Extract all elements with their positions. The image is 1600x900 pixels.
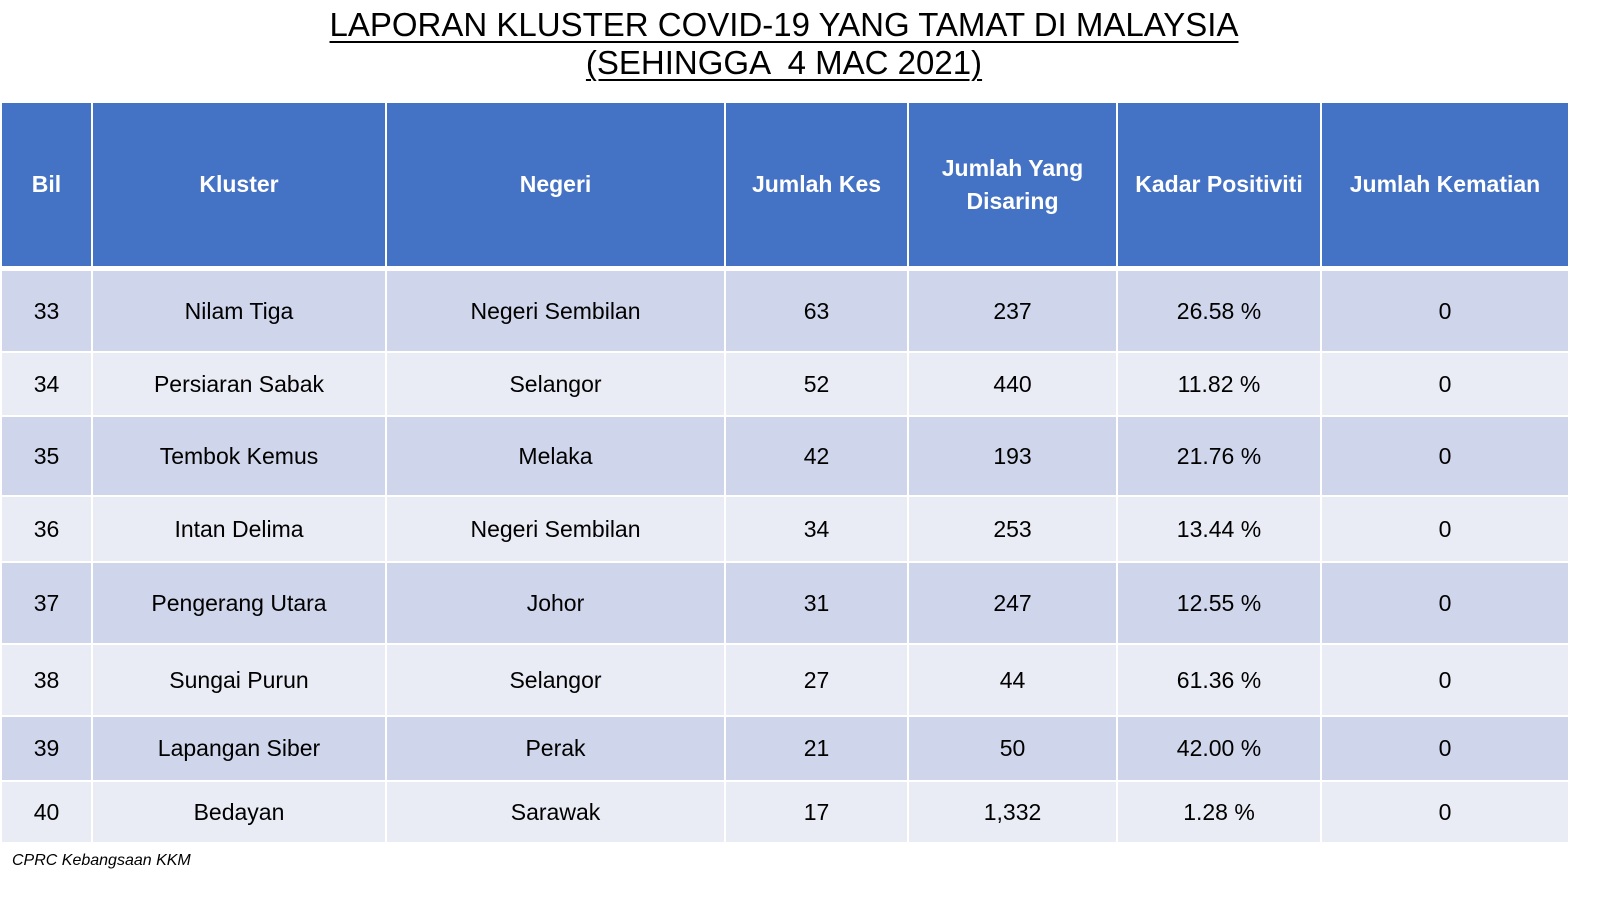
cell-jumlah-kematian: 0	[1322, 717, 1568, 780]
table-row: 40 Bedayan Sarawak 17 1,332 1.28 % 0	[2, 782, 1568, 842]
cell-kluster: Sungai Purun	[93, 645, 385, 715]
cell-kadar-positiviti: 42.00 %	[1118, 717, 1320, 780]
cell-jumlah-kes: 17	[726, 782, 907, 842]
source-footnote: CPRC Kebangsaan KKM	[12, 852, 191, 869]
cell-kluster: Persiaran Sabak	[93, 353, 385, 415]
cell-bil: 38	[2, 645, 91, 715]
table-row: 39 Lapangan Siber Perak 21 50 42.00 % 0	[2, 717, 1568, 780]
cell-negeri: Selangor	[387, 645, 724, 715]
cell-bil: 36	[2, 497, 91, 561]
cell-kadar-positiviti: 21.76 %	[1118, 417, 1320, 495]
cell-jumlah-kematian: 0	[1322, 782, 1568, 842]
cell-jumlah-kes: 63	[726, 271, 907, 351]
cell-jumlah-disaring: 193	[909, 417, 1116, 495]
header-negeri: Negeri	[387, 103, 724, 269]
cell-jumlah-kematian: 0	[1322, 417, 1568, 495]
cell-bil: 40	[2, 782, 91, 842]
cell-jumlah-disaring: 247	[909, 563, 1116, 643]
header-jumlah-disaring: Jumlah Yang Disaring	[909, 103, 1116, 269]
table-row: 35 Tembok Kemus Melaka 42 193 21.76 % 0	[2, 417, 1568, 495]
cell-jumlah-kes: 42	[726, 417, 907, 495]
table-row: 36 Intan Delima Negeri Sembilan 34 253 1…	[2, 497, 1568, 561]
cell-jumlah-kematian: 0	[1322, 353, 1568, 415]
cell-jumlah-disaring: 253	[909, 497, 1116, 561]
cell-bil: 35	[2, 417, 91, 495]
cell-jumlah-kes: 21	[726, 717, 907, 780]
cell-kadar-positiviti: 61.36 %	[1118, 645, 1320, 715]
table-row: 37 Pengerang Utara Johor 31 247 12.55 % …	[2, 563, 1568, 643]
header-jumlah-kes: Jumlah Kes	[726, 103, 907, 269]
cell-kluster: Bedayan	[93, 782, 385, 842]
title-line-2: (SEHINGGA 4 MAC 2021)	[585, 44, 983, 81]
cell-kadar-positiviti: 26.58 %	[1118, 271, 1320, 351]
cell-negeri: Perak	[387, 717, 724, 780]
cell-jumlah-disaring: 440	[909, 353, 1116, 415]
cell-bil: 33	[2, 271, 91, 351]
cluster-table: Bil Kluster Negeri Jumlah Kes Jumlah Yan…	[0, 101, 1570, 844]
cell-jumlah-disaring: 50	[909, 717, 1116, 780]
cell-jumlah-kematian: 0	[1322, 271, 1568, 351]
cell-negeri: Negeri Sembilan	[387, 271, 724, 351]
cell-jumlah-kes: 27	[726, 645, 907, 715]
cell-kadar-positiviti: 13.44 %	[1118, 497, 1320, 561]
header-kadar-positiviti: Kadar Positiviti	[1118, 103, 1320, 269]
cell-kluster: Intan Delima	[93, 497, 385, 561]
cell-kluster: Tembok Kemus	[93, 417, 385, 495]
cell-jumlah-disaring: 237	[909, 271, 1116, 351]
cell-negeri: Sarawak	[387, 782, 724, 842]
cell-jumlah-disaring: 1,332	[909, 782, 1116, 842]
cell-kadar-positiviti: 11.82 %	[1118, 353, 1320, 415]
cell-kadar-positiviti: 12.55 %	[1118, 563, 1320, 643]
cell-kadar-positiviti: 1.28 %	[1118, 782, 1320, 842]
header-jumlah-kematian: Jumlah Kematian	[1322, 103, 1568, 269]
cell-jumlah-kes: 34	[726, 497, 907, 561]
cell-kluster: Nilam Tiga	[93, 271, 385, 351]
cell-bil: 39	[2, 717, 91, 780]
cell-jumlah-kematian: 0	[1322, 563, 1568, 643]
cell-bil: 34	[2, 353, 91, 415]
cell-jumlah-kematian: 0	[1322, 645, 1568, 715]
table-row: 38 Sungai Purun Selangor 27 44 61.36 % 0	[2, 645, 1568, 715]
header-bil: Bil	[2, 103, 91, 269]
cell-kluster: Pengerang Utara	[93, 563, 385, 643]
table-row: 33 Nilam Tiga Negeri Sembilan 63 237 26.…	[2, 271, 1568, 351]
cell-negeri: Melaka	[387, 417, 724, 495]
cell-jumlah-kes: 52	[726, 353, 907, 415]
table-header-row: Bil Kluster Negeri Jumlah Kes Jumlah Yan…	[2, 103, 1568, 269]
cell-negeri: Johor	[387, 563, 724, 643]
cell-kluster: Lapangan Siber	[93, 717, 385, 780]
table-row: 34 Persiaran Sabak Selangor 52 440 11.82…	[2, 353, 1568, 415]
cell-negeri: Negeri Sembilan	[387, 497, 724, 561]
cell-jumlah-kes: 31	[726, 563, 907, 643]
header-kluster: Kluster	[93, 103, 385, 269]
cell-negeri: Selangor	[387, 353, 724, 415]
cell-jumlah-kematian: 0	[1322, 497, 1568, 561]
cell-jumlah-disaring: 44	[909, 645, 1116, 715]
page-title: LAPORAN KLUSTER COVID-19 YANG TAMAT DI M…	[0, 6, 1568, 82]
title-line-1: LAPORAN KLUSTER COVID-19 YANG TAMAT DI M…	[329, 6, 1239, 43]
cell-bil: 37	[2, 563, 91, 643]
